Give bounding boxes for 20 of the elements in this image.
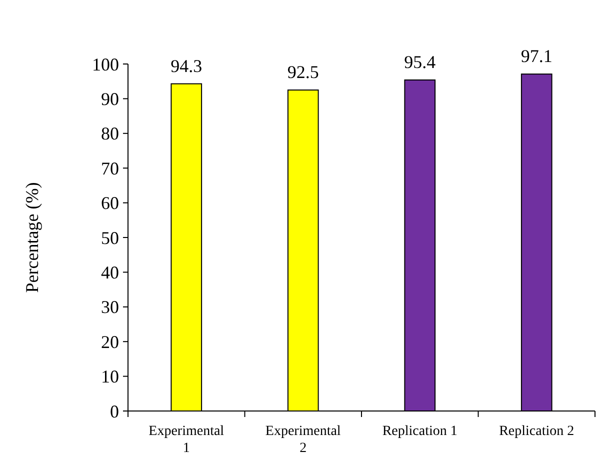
y-tick-label: 50	[101, 228, 119, 248]
y-tick-label: 40	[101, 262, 119, 282]
y-tick-label: 100	[92, 54, 119, 74]
y-tick-label: 30	[101, 297, 119, 318]
data-label: 94.3	[170, 56, 202, 76]
y-tick-label: 70	[101, 158, 119, 178]
y-tick-label: 0	[110, 401, 119, 422]
data-label: 97.1	[520, 46, 552, 66]
y-tick-label: 10	[101, 366, 119, 387]
y-tick-label: 80	[101, 124, 119, 144]
x-tick-label: Experimental 1	[148, 424, 224, 456]
data-label: 92.5	[287, 62, 319, 82]
y-axis-title: Percentage (%)	[22, 182, 42, 293]
y-tick-label: 90	[101, 89, 119, 109]
x-tick-label: Replication 2	[499, 424, 574, 439]
y-tick-label: 60	[101, 193, 119, 214]
x-tick-label: Replication 1	[382, 424, 458, 439]
x-tick-label: Experimental 2	[265, 424, 341, 456]
data-label: 95.4	[404, 52, 436, 72]
y-tick-label: 20	[101, 332, 119, 352]
